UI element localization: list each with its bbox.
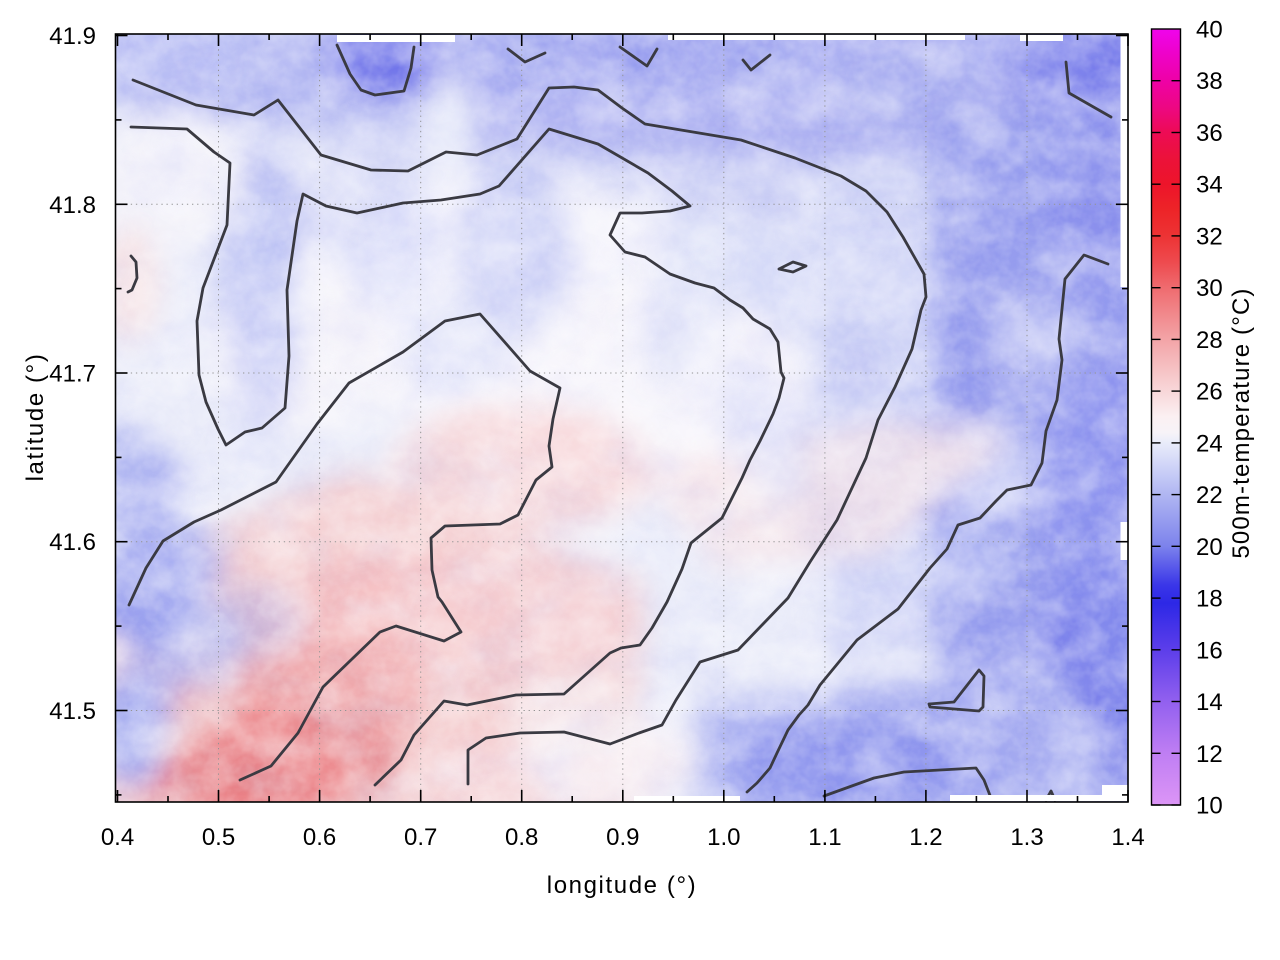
- svg-text:0.8: 0.8: [505, 824, 538, 851]
- svg-text:12: 12: [1196, 741, 1223, 768]
- svg-text:500m-temperature (°C): 500m-temperature (°C): [1228, 287, 1255, 558]
- svg-text:1.2: 1.2: [909, 824, 942, 851]
- svg-text:0.4: 0.4: [101, 824, 134, 851]
- svg-text:14: 14: [1196, 689, 1223, 716]
- svg-text:38: 38: [1196, 68, 1223, 95]
- svg-text:26: 26: [1196, 379, 1223, 406]
- svg-text:0.5: 0.5: [202, 824, 235, 851]
- svg-text:41.9: 41.9: [49, 23, 96, 50]
- svg-text:1.0: 1.0: [707, 824, 740, 851]
- svg-text:0.7: 0.7: [404, 824, 437, 851]
- svg-text:28: 28: [1196, 327, 1223, 354]
- svg-text:16: 16: [1196, 637, 1223, 664]
- svg-text:24: 24: [1196, 430, 1223, 457]
- svg-text:36: 36: [1196, 120, 1223, 147]
- svg-text:1.1: 1.1: [808, 824, 841, 851]
- svg-text:latitude (°): latitude (°): [22, 353, 49, 482]
- svg-text:18: 18: [1196, 586, 1223, 613]
- svg-text:1.3: 1.3: [1010, 824, 1043, 851]
- svg-text:longitude (°): longitude (°): [547, 872, 697, 899]
- svg-text:40: 40: [1196, 17, 1223, 44]
- svg-text:41.5: 41.5: [49, 698, 96, 725]
- svg-text:1.4: 1.4: [1111, 824, 1144, 851]
- svg-text:10: 10: [1196, 793, 1223, 820]
- svg-text:20: 20: [1196, 534, 1223, 561]
- svg-text:0.9: 0.9: [606, 824, 639, 851]
- svg-text:22: 22: [1196, 482, 1223, 509]
- svg-text:41.7: 41.7: [49, 361, 96, 388]
- svg-text:32: 32: [1196, 223, 1223, 250]
- svg-text:41.6: 41.6: [49, 529, 96, 556]
- svg-text:34: 34: [1196, 172, 1223, 199]
- svg-text:0.6: 0.6: [303, 824, 336, 851]
- svg-text:30: 30: [1196, 275, 1223, 302]
- svg-text:41.8: 41.8: [49, 192, 96, 219]
